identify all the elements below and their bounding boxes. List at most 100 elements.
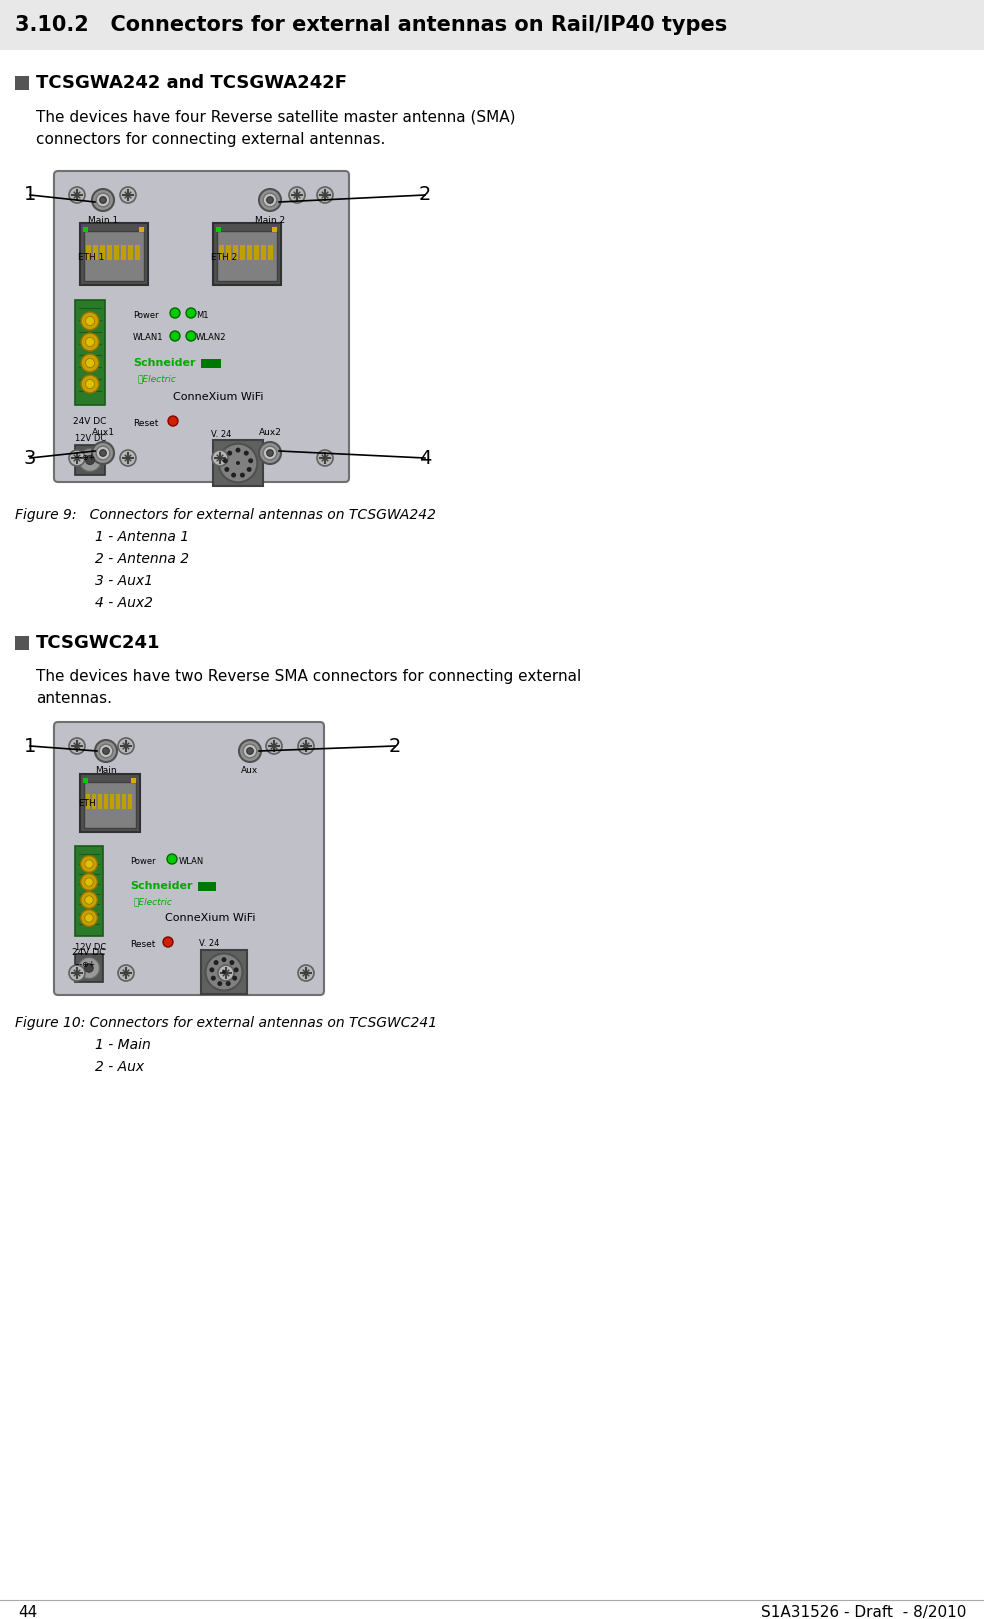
Circle shape xyxy=(81,376,99,393)
Circle shape xyxy=(86,337,94,346)
Circle shape xyxy=(243,745,257,758)
Circle shape xyxy=(120,188,136,202)
Text: ETH 2: ETH 2 xyxy=(211,253,237,262)
Bar xyxy=(84,782,136,827)
Circle shape xyxy=(79,448,101,471)
Text: 12V DC: 12V DC xyxy=(75,434,106,444)
Circle shape xyxy=(244,450,249,455)
Bar xyxy=(135,244,140,261)
FancyBboxPatch shape xyxy=(54,722,324,996)
Circle shape xyxy=(167,853,177,865)
Circle shape xyxy=(231,473,236,478)
Bar xyxy=(128,244,133,261)
Circle shape xyxy=(298,965,314,981)
Text: The devices have four Reverse satellite master antenna (SMA): The devices have four Reverse satellite … xyxy=(36,110,516,125)
Text: Power: Power xyxy=(130,856,155,866)
Bar xyxy=(268,244,273,261)
Bar xyxy=(114,244,119,261)
Bar xyxy=(122,795,126,810)
Circle shape xyxy=(69,738,85,754)
Bar xyxy=(116,795,120,810)
Circle shape xyxy=(317,450,333,466)
Bar xyxy=(75,847,103,936)
Text: Figure 9:   Connectors for external antennas on TCSGWA242: Figure 9: Connectors for external antenn… xyxy=(15,508,436,521)
Bar xyxy=(104,795,108,810)
Circle shape xyxy=(96,447,110,460)
Circle shape xyxy=(266,738,282,754)
Bar xyxy=(80,223,148,285)
Text: V. 24: V. 24 xyxy=(199,939,219,949)
Bar xyxy=(219,244,224,261)
Bar xyxy=(121,244,126,261)
Circle shape xyxy=(170,330,180,342)
Circle shape xyxy=(81,334,99,351)
Circle shape xyxy=(222,458,228,463)
Circle shape xyxy=(186,330,196,342)
Text: TCSGWC241: TCSGWC241 xyxy=(36,635,160,652)
Circle shape xyxy=(69,188,85,202)
Text: ---⊕+: ---⊕+ xyxy=(75,960,96,968)
Circle shape xyxy=(267,196,274,204)
Circle shape xyxy=(170,308,180,317)
Bar xyxy=(107,244,112,261)
Circle shape xyxy=(99,196,106,204)
Circle shape xyxy=(69,450,85,466)
Circle shape xyxy=(85,895,93,903)
Bar xyxy=(84,232,144,282)
Text: WLAN: WLAN xyxy=(179,856,205,866)
Bar xyxy=(0,0,984,50)
Circle shape xyxy=(81,910,97,926)
Circle shape xyxy=(81,892,97,908)
Text: Main: Main xyxy=(95,766,117,776)
Bar xyxy=(15,76,29,91)
Text: WLAN2: WLAN2 xyxy=(196,334,226,343)
Circle shape xyxy=(81,312,99,330)
Text: S1A31526 - Draft  - 8/2010: S1A31526 - Draft - 8/2010 xyxy=(761,1604,966,1619)
Text: Main 1: Main 1 xyxy=(88,215,118,225)
Bar xyxy=(261,244,266,261)
Text: Aux1: Aux1 xyxy=(92,427,114,437)
Circle shape xyxy=(92,442,114,465)
Circle shape xyxy=(86,455,94,465)
Text: Aux: Aux xyxy=(241,766,259,776)
Text: Power: Power xyxy=(133,311,158,319)
Circle shape xyxy=(224,466,229,473)
Circle shape xyxy=(239,740,261,763)
Text: 12V DC: 12V DC xyxy=(75,942,106,952)
Text: V. 24: V. 24 xyxy=(211,431,231,439)
Circle shape xyxy=(248,458,253,463)
Circle shape xyxy=(86,379,94,389)
Text: Reset: Reset xyxy=(133,418,158,427)
Circle shape xyxy=(298,738,314,754)
Circle shape xyxy=(247,466,252,473)
Bar xyxy=(100,244,105,261)
Text: antennas.: antennas. xyxy=(36,691,112,706)
Circle shape xyxy=(267,450,274,457)
Text: Schneider: Schneider xyxy=(133,358,196,368)
Text: ETH: ETH xyxy=(78,800,95,808)
Text: Aux2: Aux2 xyxy=(259,427,281,437)
Circle shape xyxy=(92,189,114,210)
Bar xyxy=(201,359,221,368)
Circle shape xyxy=(259,442,281,465)
Circle shape xyxy=(235,447,240,453)
Text: ConneXium WiFi: ConneXium WiFi xyxy=(164,913,255,923)
Bar xyxy=(201,950,247,994)
Text: ETH 1: ETH 1 xyxy=(78,253,104,262)
Text: ⓔElectric: ⓔElectric xyxy=(134,897,173,907)
Circle shape xyxy=(69,965,85,981)
Bar xyxy=(110,795,114,810)
Circle shape xyxy=(212,450,228,466)
Circle shape xyxy=(86,316,94,325)
Circle shape xyxy=(247,748,253,754)
Circle shape xyxy=(317,188,333,202)
Circle shape xyxy=(86,358,94,368)
Circle shape xyxy=(221,957,226,962)
Text: Schneider: Schneider xyxy=(130,881,193,890)
Circle shape xyxy=(85,963,93,971)
Text: 24V DC: 24V DC xyxy=(72,949,105,957)
Circle shape xyxy=(225,981,230,986)
Text: M1: M1 xyxy=(196,311,209,319)
Text: 3.10.2   Connectors for external antennas on Rail/IP40 types: 3.10.2 Connectors for external antennas … xyxy=(15,15,727,36)
Text: 3 - Aux1: 3 - Aux1 xyxy=(95,575,153,588)
